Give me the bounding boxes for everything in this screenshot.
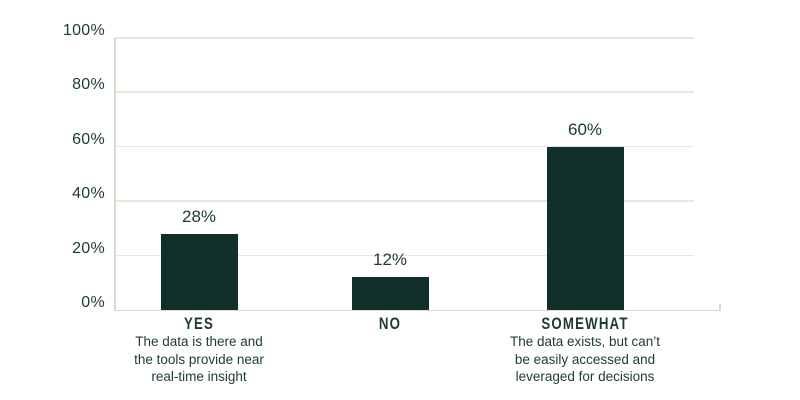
bar-value-label: 60% [567, 119, 603, 139]
y-axis-line [114, 38, 116, 310]
y-axis-tick-label: 60% [72, 130, 105, 148]
y-axis-tick-label: 20% [72, 239, 105, 257]
gridline [114, 145, 694, 148]
category-label: SOMEWHAT [541, 314, 629, 333]
y-axis-tick-label: 40% [72, 185, 105, 203]
y-axis-tick-label: 80% [72, 76, 105, 94]
y-axis-tick-label: 100% [62, 22, 105, 39]
x-axis-end-tick [719, 304, 721, 310]
gridline [114, 91, 694, 93]
bar-value-label: 12% [372, 250, 408, 270]
category-label: NO [378, 314, 402, 333]
bar-value-label: 28% [181, 206, 217, 226]
category-description: The data exists, but can’t be easily acc… [509, 334, 661, 384]
bar-yes [160, 233, 238, 310]
y-axis-tick-label: 0% [81, 294, 105, 311]
x-axis-line [114, 309, 721, 311]
category-label: YES [183, 314, 215, 333]
category-description: The data is there and the tools provide … [134, 334, 264, 384]
gridline [114, 254, 694, 257]
bar-no [351, 277, 429, 310]
bar-somewhat [546, 146, 624, 310]
gridline [114, 37, 694, 39]
gridline [114, 200, 694, 202]
